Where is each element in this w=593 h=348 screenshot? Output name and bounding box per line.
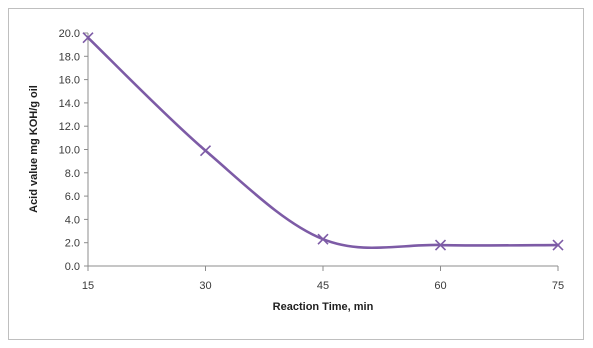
x-tick-label: 60 [434,280,446,292]
x-axis-label: Reaction Time, min [273,301,374,313]
data-point-marker [552,239,564,251]
y-tick-label: 4.0 [65,214,80,226]
y-tick-label: 10.0 [59,145,80,157]
x-tick-labels: 15 30 45 60 75 [82,280,564,292]
x-tick-label: 45 [317,280,329,292]
x-tick-label: 30 [199,280,211,292]
x-axis: 15 30 45 60 75 Reaction Time, min [82,265,564,313]
y-axis-label: Acid value mg KOH/g oil [28,85,40,213]
y-axis: 0.02.04.06.08.010.012.014.016.018.020.0 … [28,28,89,273]
data-point-marker [82,32,94,44]
x-tick-label: 15 [82,280,94,292]
y-tick-label: 6.0 [65,191,80,203]
x-tick-label: 75 [552,280,564,292]
x-ticks [87,266,559,271]
chart-area [8,8,584,340]
series-line [86,36,560,250]
y-tick-labels: 0.0 2.0 4.0 6.0 8.0 10.0 12.0 14.0 16.0 18.0 20.0 [59,28,80,273]
y-tick-label: 2.0 [65,238,80,250]
data-point-marker [199,145,212,157]
plot-series [82,32,564,251]
y-tick-label: 12.0 [59,121,80,133]
y-ticks [84,32,88,267]
y-tick-label: 20.0 [59,28,80,40]
data-point-marker [317,233,329,245]
y-tick-label: 18.0 [59,51,80,63]
y-tick-label: 16.0 [59,75,80,87]
y-tick-label: 0.0 [65,261,80,273]
y-tick-label: 14.0 [59,98,80,110]
data-point-marker [434,239,447,251]
y-tick-label: 8.0 [65,168,80,180]
